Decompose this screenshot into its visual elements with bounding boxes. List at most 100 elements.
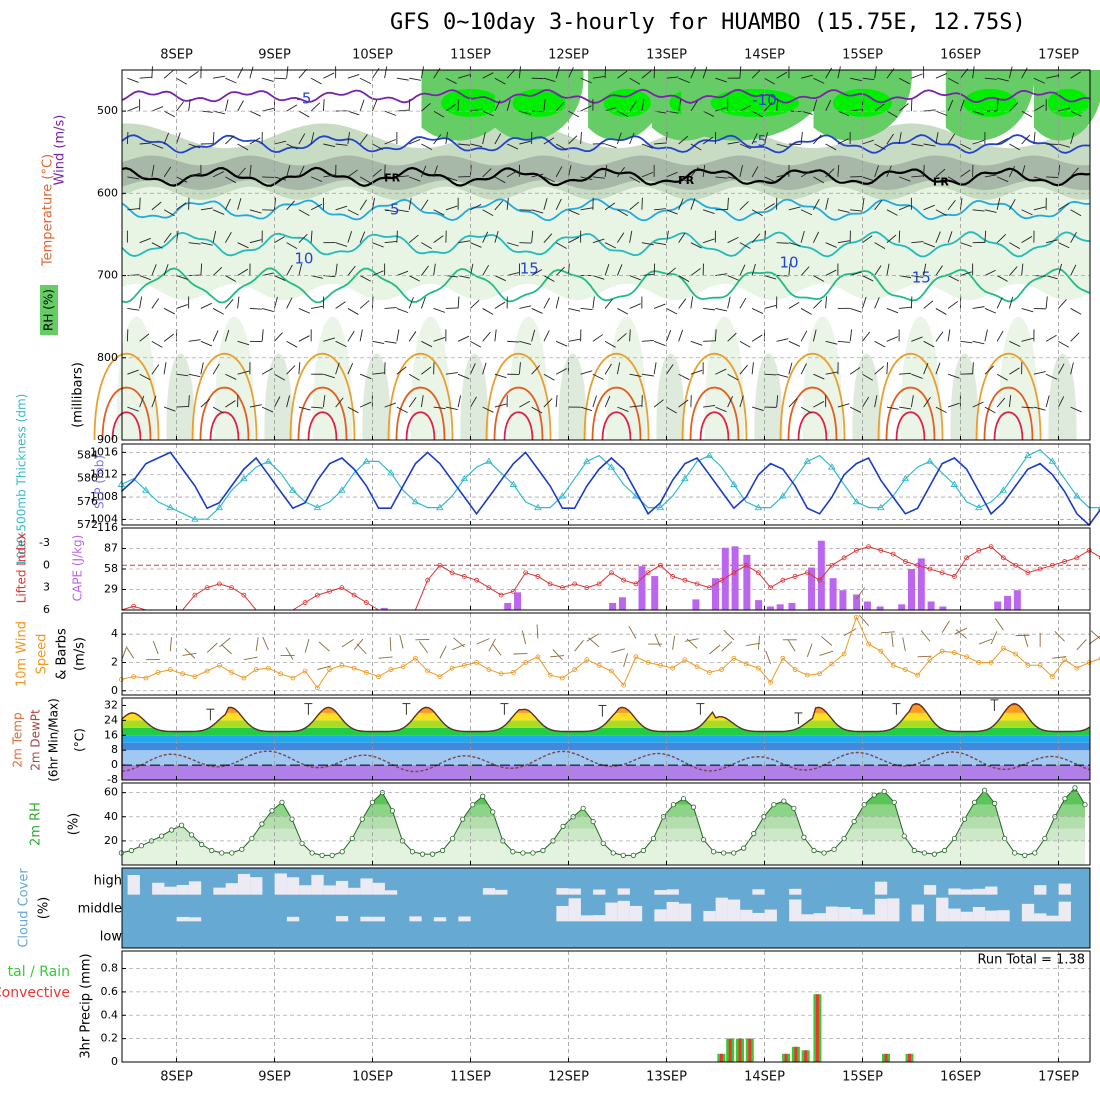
cloud-bar [409,916,421,921]
day-label-top: 12SEP [548,48,589,63]
rh-marker [410,850,414,854]
wind10-barb [477,639,490,645]
cape-bar [619,597,626,610]
cloud-bar [973,889,985,895]
wind10-barb [575,640,584,651]
rh-marker [621,853,625,857]
cloud-bar [177,917,189,921]
wind10-barb [995,619,1003,630]
cloud-bar [618,901,630,921]
cloud-bar [287,877,299,894]
cloud-bar [1034,885,1046,895]
temp-axis-label-1: 2m Temp [11,712,25,767]
thickness-tick-label: 572 [77,518,98,531]
cloud-bar [1034,913,1046,921]
cape-bar [864,602,871,610]
cloud-bar [912,905,924,922]
wind10-barb [903,637,906,651]
rh-marker [1083,803,1087,807]
wind10-barb [170,637,171,651]
wind10-barb [256,637,258,651]
rh-marker [1002,836,1006,840]
cloud-bar [287,917,299,922]
cape-bar [839,590,846,610]
temp-band [122,750,1090,765]
cloud-bar [385,890,397,894]
wind-barb [127,132,128,144]
precip-panel-ytick-label: 0.2 [101,1032,119,1045]
li-tick-label: 3 [43,581,50,594]
precip-panel-ytick-label: 0.4 [101,1008,119,1021]
wind10-barb [892,633,894,647]
rh-marker [972,800,976,804]
cloud-bar [556,888,568,895]
wind10-barb [219,638,230,647]
cloud-bar [752,889,764,894]
cape-bar [777,604,784,610]
wind-barb [409,99,410,111]
li-axis-label: Lifted Index [15,533,29,604]
cloud-bar [850,909,862,921]
wind10-barb [126,646,133,658]
rh-marker [1013,851,1017,855]
run-total-label: Run Total = 1.38 [977,953,1085,968]
cloud-bar [556,906,568,921]
contour-label: -5 [385,200,400,218]
cloud-bar [1059,902,1071,922]
contour-label: 15 [520,259,539,277]
cross-section-ytick-label: 800 [97,351,118,364]
precip-conv-bar [885,1054,888,1062]
day-label-top: 8SEP [160,48,193,63]
temp-panel-ytick-label: -8 [107,773,118,786]
cross-section-ytick-label: 900 [97,433,118,446]
day-label-top: 14SEP [744,48,785,63]
cape-bar [504,603,511,610]
wind10-barb [921,630,930,641]
precip-panel-ytick-label: 0.8 [101,962,119,975]
precip-conv-bar [720,1054,723,1062]
rh-marker [611,851,615,855]
cloud-bar [458,916,470,921]
cloud-bar [936,898,948,922]
wind-barb [654,264,655,276]
day-label-bottom: 15SEP [842,1070,883,1085]
rh-marker [721,851,725,855]
rh-marker [250,836,254,840]
cloud-bar [679,904,691,922]
wind10-barb [859,615,868,625]
cape-bar [877,606,884,610]
day-label-bottom: 9SEP [258,1070,291,1085]
rh-marker [1063,796,1067,800]
rh-marker [230,851,234,855]
wind-barb [887,362,888,374]
wind10-barb [319,642,330,651]
cloud-bar [373,917,385,922]
day-label-bottom: 8SEP [160,1070,193,1085]
cloud-axis-label: Cloud Cover [17,868,32,948]
wind10-barb [390,637,391,651]
cloud-bar [961,912,973,922]
cloud-bar [789,889,801,895]
rh-marker [772,803,776,807]
rh-marker [591,819,595,823]
temp-band [122,743,1090,750]
cloud-bar [654,909,666,921]
precip-conv-bar [804,1050,807,1062]
rh-marker [932,852,936,856]
rh-marker [942,848,946,852]
cape-tick-label: 87 [104,542,118,555]
wind10-barb [746,643,760,645]
rh-marker [129,848,133,852]
contour-label: FR [384,172,401,185]
cross-section-ytick-label: 600 [97,186,118,199]
cape-bar [514,592,521,610]
wind-barb [911,296,912,308]
wind10-barb [553,649,563,659]
temp-bands [122,698,1090,780]
precip-conv-bar [748,1039,751,1062]
cape-tick-label: 29 [104,583,118,596]
wind10-barb [942,621,949,633]
rh-marker [1043,836,1047,840]
wind10-barb [221,645,231,654]
rh-marker [179,823,183,827]
